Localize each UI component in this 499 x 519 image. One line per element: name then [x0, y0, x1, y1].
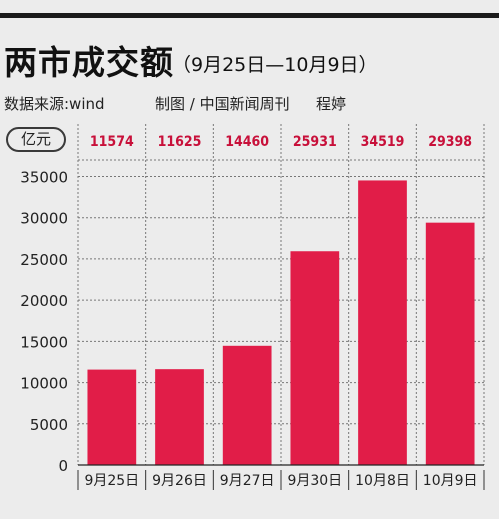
x-tick-label: 10月8日 — [355, 473, 410, 489]
top-rule — [0, 13, 499, 18]
x-tick-label: 9月27日 — [220, 473, 275, 489]
chart-maker: 制图 / 中国新闻周刊 — [155, 95, 290, 113]
chart-title: 两市成交额 — [4, 43, 174, 82]
bar — [290, 251, 340, 465]
bar — [87, 369, 137, 465]
y-tick-label: 5000 — [30, 416, 68, 434]
x-tick-label: 9月26日 — [152, 473, 207, 489]
x-tick-label: 9月30日 — [287, 473, 342, 489]
value-label: 29398 — [428, 134, 472, 150]
chart-subtitle: （9月25日—10月9日） — [172, 54, 378, 76]
y-tick-label: 20000 — [20, 292, 68, 310]
y-tick-label: 35000 — [20, 168, 68, 186]
y-tick-label: 30000 — [20, 210, 68, 228]
y-tick-label: 0 — [58, 457, 68, 475]
value-label: 25931 — [293, 134, 337, 150]
x-tick-label: 9月25日 — [84, 473, 139, 489]
value-label: 11574 — [90, 134, 134, 150]
y-tick-label: 25000 — [20, 251, 68, 269]
bar — [425, 222, 475, 465]
bar — [222, 345, 272, 465]
chart-author: 程婷 — [316, 95, 347, 113]
bar — [358, 180, 407, 466]
bar — [155, 369, 204, 465]
value-label: 11625 — [158, 134, 202, 150]
y-tick-label: 15000 — [20, 333, 68, 351]
x-tick-label: 10月9日 — [423, 473, 478, 489]
value-label: 14460 — [225, 134, 269, 150]
unit-label: 亿元 — [6, 127, 66, 152]
data-source: 数据来源:wind — [4, 95, 105, 113]
value-label: 34519 — [361, 134, 405, 150]
y-tick-label: 10000 — [20, 375, 68, 393]
